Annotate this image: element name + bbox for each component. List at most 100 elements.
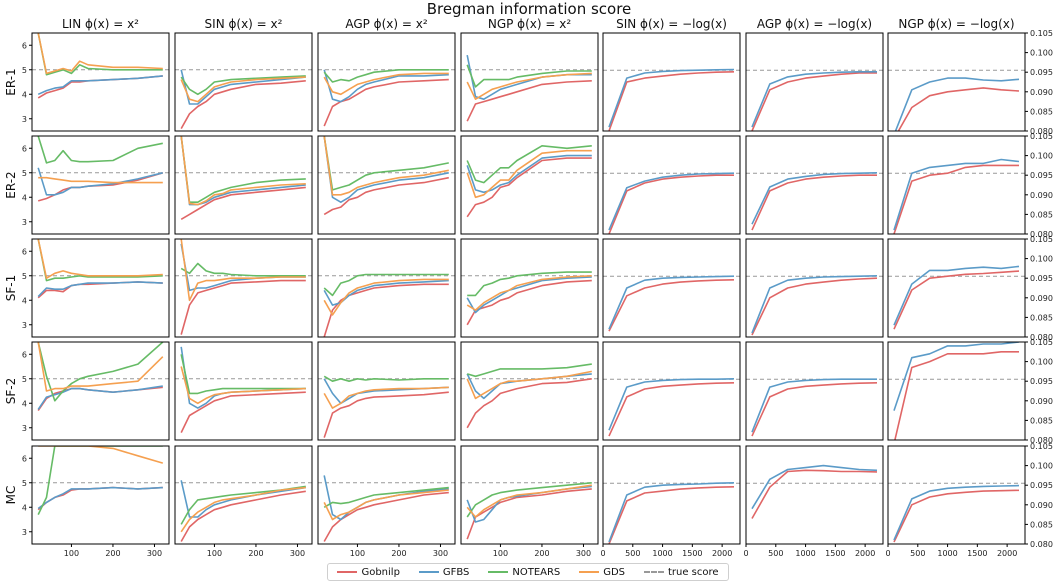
- series-line-notears: [180, 262, 306, 277]
- series-line-gds: [180, 366, 306, 405]
- series-line-gobnilp: [897, 87, 1020, 131]
- x-tick-label: 500: [768, 549, 783, 558]
- column-title-3: NGP ϕ(x) = x²: [488, 17, 571, 31]
- series-line-gobnilp: [323, 283, 449, 337]
- y-tick-label: 0.105: [1030, 29, 1053, 38]
- panel-frame: [31, 135, 170, 235]
- series-line-gobnilp: [608, 174, 734, 234]
- series-line-gobnilp: [180, 80, 306, 129]
- panel-er-1-col-5: [745, 32, 884, 132]
- series-line-gds: [323, 489, 449, 521]
- panel-er-2-col-4: [602, 135, 741, 235]
- panel-frame: [31, 445, 170, 545]
- series-line-gfbs: [751, 71, 877, 128]
- panel-frame: [317, 341, 456, 441]
- series-line-gobnilp: [608, 71, 735, 131]
- x-tick-label: 1500: [682, 549, 702, 558]
- series-line-gds: [180, 136, 306, 206]
- y-tick-label: 5: [22, 272, 27, 281]
- x-tick-label: 1000: [652, 549, 672, 558]
- y-tick-label: 0.095: [1030, 274, 1053, 283]
- x-tick-label: 2000: [855, 549, 875, 558]
- panel-mc-col-2: 100 200 300: [317, 445, 456, 558]
- series-line-gobnilp: [608, 382, 735, 437]
- panel-mc-col-1: 100 200 300: [174, 445, 313, 558]
- panel-sf-1-col-0: 3 4 5 6: [22, 238, 170, 338]
- y-tick-label: 0.095: [1030, 481, 1053, 490]
- series-line-gobnilp: [180, 279, 306, 335]
- x-tick-label: 0: [743, 549, 748, 558]
- column-title-5: AGP ϕ(x) = −log(x): [757, 17, 872, 31]
- y-tick-label: 6: [22, 41, 27, 50]
- panel-frame: [887, 445, 1026, 545]
- series-line-notears: [323, 273, 449, 297]
- row-label-sf-1: SF-1: [4, 275, 18, 301]
- series-line-notears: [180, 75, 306, 96]
- x-tick-label: 500: [910, 549, 925, 558]
- column-title-0: LIN ϕ(x) = x²: [62, 17, 139, 31]
- legend-item-gds: GDS: [579, 567, 625, 578]
- series-line-gfbs: [323, 136, 449, 203]
- y-tick-label: 0.095: [1030, 171, 1053, 180]
- y-tick-label: 4: [22, 296, 27, 305]
- panel-sf-2-col-1: [174, 341, 313, 441]
- panel-frame: [745, 238, 884, 338]
- series-line-gfbs: [893, 158, 1020, 231]
- panel-mc-col-5: 0 500 1000 1500 2000: [743, 445, 884, 558]
- y-tick-label: 0.080: [1030, 333, 1053, 342]
- y-tick-label: 5: [22, 66, 27, 75]
- series-line-gobnilp: [751, 277, 878, 336]
- series-line-notears: [466, 482, 592, 518]
- series-line-gfbs: [180, 69, 306, 105]
- row-label-er-1: ER-1: [4, 68, 18, 95]
- legend-swatch: [488, 571, 509, 573]
- x-tick-label: 300: [433, 549, 448, 558]
- series-line-notears: [466, 64, 592, 88]
- panel-frame: [460, 32, 599, 132]
- series-line-gfbs: [608, 172, 735, 231]
- panel-frame: [174, 238, 313, 338]
- series-line-gfbs: [751, 172, 878, 225]
- panel-frame: [602, 238, 741, 338]
- y-tick-label: 5: [22, 169, 27, 178]
- x-tick-label: 200: [105, 549, 120, 558]
- legend-swatch: [643, 571, 664, 573]
- panel-er-2-col-5: [745, 135, 884, 235]
- legend-label: true score: [667, 566, 719, 578]
- column-title-1: SIN ϕ(x) = x²: [205, 17, 283, 31]
- series-line-gobnilp: [893, 164, 1019, 234]
- series-line-gfbs: [323, 279, 449, 306]
- panel-er-2-col-2: [317, 135, 456, 235]
- legend-item-gfbs: GFBS: [418, 567, 469, 578]
- series-line-gfbs: [466, 276, 592, 314]
- y-tick-label: 6: [22, 350, 27, 359]
- y-tick-label: 0.100: [1030, 358, 1053, 367]
- legend-label: NOTEARS: [512, 566, 561, 578]
- series-line-gds: [37, 33, 163, 75]
- column-title-4: SIN ϕ(x) = −log(x): [616, 17, 727, 31]
- y-tick-label: 0.085: [1030, 107, 1053, 116]
- series-line-notears: [37, 239, 163, 282]
- series-line-gobnilp: [466, 378, 592, 429]
- row-label-er-2: ER-2: [4, 171, 18, 198]
- legend-swatch: [337, 571, 358, 573]
- series-line-notears: [37, 33, 163, 76]
- series-line-gfbs: [37, 75, 163, 96]
- panel-sf-2-col-2: [317, 341, 456, 441]
- panel-frame: [174, 32, 313, 132]
- series-line-gobnilp: [180, 391, 306, 433]
- panel-sf-2-col-0: 3 4 5 6: [22, 341, 170, 441]
- panel-frame: [174, 445, 313, 545]
- panel-frame: [460, 341, 599, 441]
- panel-frame: [460, 445, 599, 545]
- legend-item-gobnilp: Gobnilp: [337, 567, 400, 578]
- series-line-notears: [323, 375, 449, 383]
- y-tick-label: 3: [22, 424, 27, 433]
- x-tick-label: 200: [534, 549, 549, 558]
- panel-frame: [31, 238, 170, 338]
- y-tick-label: 3: [22, 218, 27, 227]
- panel-er-1-col-3: [460, 32, 599, 132]
- y-tick-label: 0.095: [1030, 68, 1053, 77]
- y-tick-label: 3: [22, 115, 27, 124]
- x-tick-label: 100: [64, 549, 79, 558]
